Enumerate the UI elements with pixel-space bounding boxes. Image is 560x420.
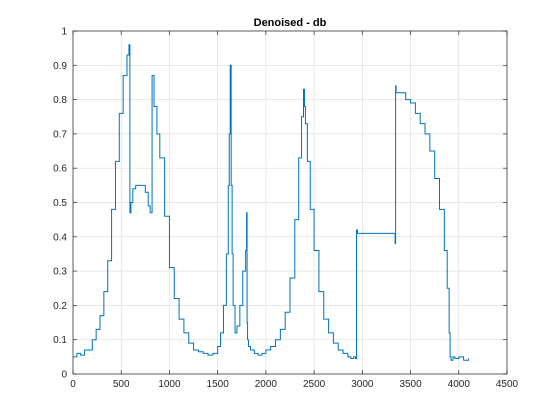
y-tick-label: 0.7: [53, 129, 67, 140]
x-tick-label: 2500: [303, 379, 326, 390]
y-tick-label: 0.3: [53, 267, 67, 278]
y-tick-label: 0.8: [53, 95, 67, 106]
x-tick-label: 3000: [351, 379, 374, 390]
x-tick-label: 1000: [158, 379, 181, 390]
x-tick-label: 2000: [255, 379, 278, 390]
x-tick-label: 0: [70, 379, 76, 390]
y-tick-label: 0.2: [53, 301, 67, 312]
x-tick-label: 3500: [399, 379, 422, 390]
series-layer: [73, 44, 469, 361]
x-tick-label: 500: [113, 379, 130, 390]
series-line-0: [73, 44, 469, 361]
chart-title: Denoised - db: [254, 17, 327, 29]
y-tick-label: 0.5: [53, 198, 67, 209]
ticks: [72, 30, 508, 375]
y-tick-label: 0.1: [53, 335, 67, 346]
y-tick-label: 0.9: [53, 61, 67, 72]
y-tick-label: 1: [61, 27, 67, 38]
y-tick-label: 0.4: [53, 232, 67, 243]
x-tick-label: 4500: [496, 379, 519, 390]
x-tick-label: 1500: [207, 379, 230, 390]
y-tick-label: 0.6: [53, 164, 67, 175]
y-tick-labels: 0 0.1 0.2 0.3 0.4 0.5 0.6 0.7 0.8 0.9 1: [53, 27, 67, 381]
x-tick-label: 4000: [448, 379, 471, 390]
x-tick-labels: 0 500 1000 1500 2000 2500 3000 3500 4000 4500: [70, 379, 518, 390]
y-tick-label: 0: [61, 370, 67, 381]
